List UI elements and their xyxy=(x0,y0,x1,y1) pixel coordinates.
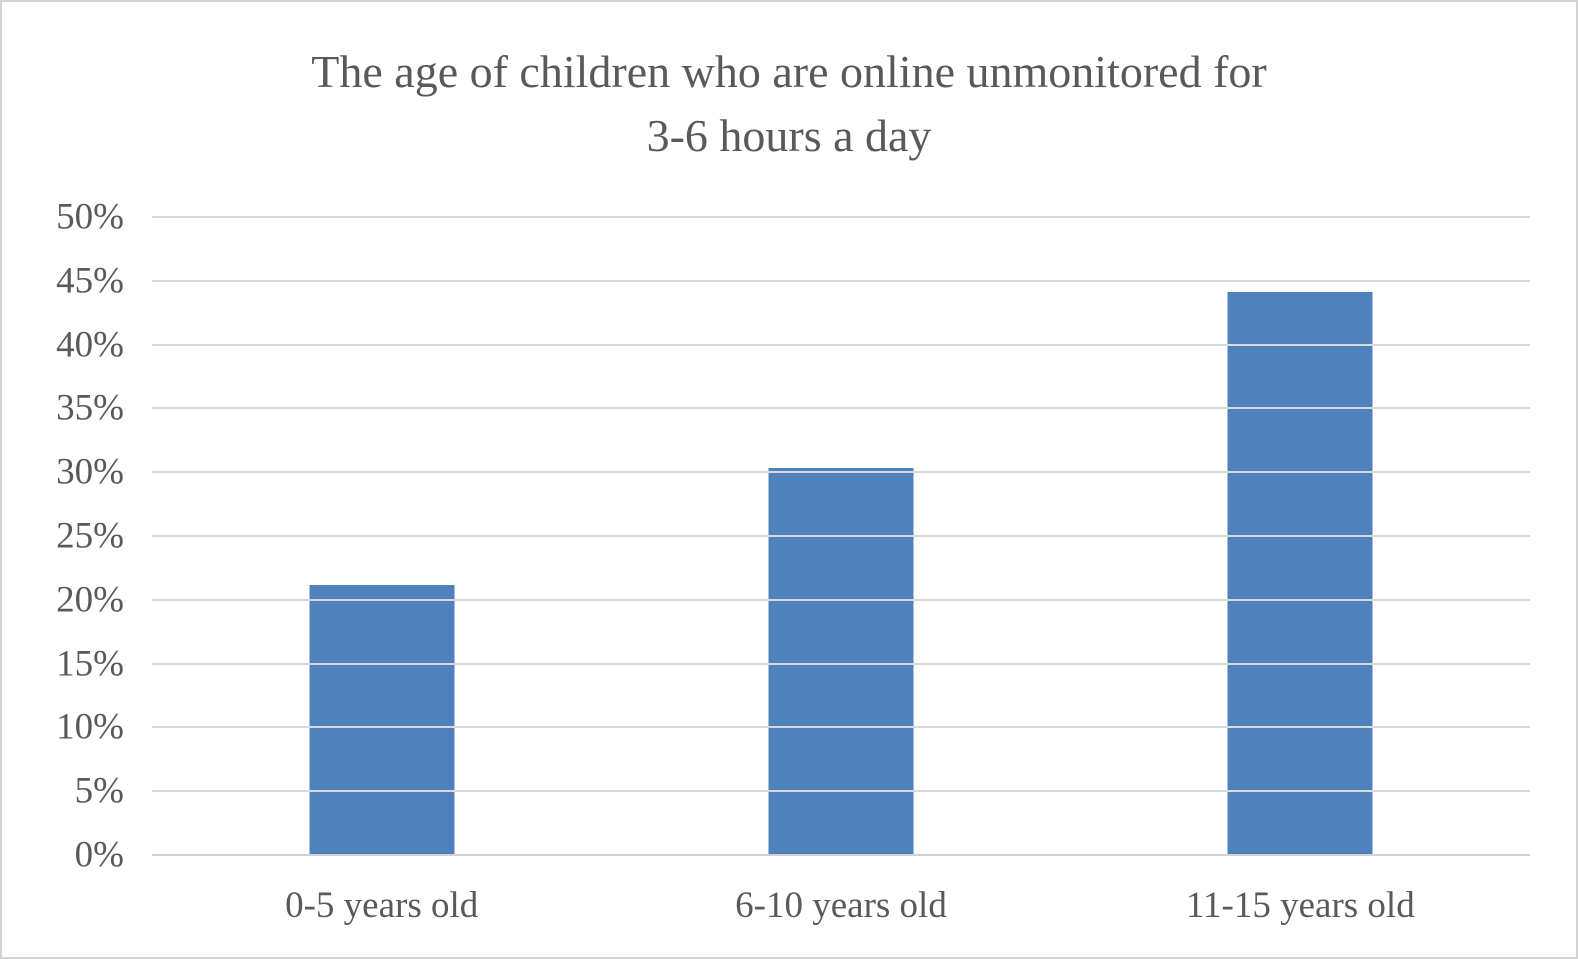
y-tick-label-30pct: 30% xyxy=(56,451,124,493)
chart-title: The age of children who are online unmon… xyxy=(2,40,1576,168)
y-tick-label-50pct: 50% xyxy=(56,196,124,238)
y-axis-labels: 0% 5% 10% 15% 20% 25% 30% 35% 40% 45% 50% xyxy=(2,199,124,874)
gridline-45pct xyxy=(152,279,1530,282)
gridline-20pct xyxy=(152,598,1530,601)
y-tick-label-45pct: 45% xyxy=(56,260,124,302)
y-tick-label-0pct: 0% xyxy=(74,834,124,876)
y-tick-label-5pct: 5% xyxy=(74,770,124,812)
bar-1 xyxy=(309,584,455,855)
chart-title-line-1: The age of children who are online unmon… xyxy=(311,46,1267,97)
y-tick-label-35pct: 35% xyxy=(56,387,124,429)
bar-3 xyxy=(1227,292,1373,855)
gridline-30pct xyxy=(152,471,1530,474)
y-tick-label-25pct: 25% xyxy=(56,515,124,557)
gridline-35pct xyxy=(152,407,1530,410)
chart-title-line-2: 3-6 hours a day xyxy=(646,110,932,161)
bar-cell-1 xyxy=(152,217,611,855)
x-axis-labels: 0-5 years old 6-10 years old 11-15 years o… xyxy=(152,884,1530,927)
gridline-25pct xyxy=(152,535,1530,537)
y-tick-label-20pct: 20% xyxy=(56,579,124,621)
y-tick-label-40pct: 40% xyxy=(56,324,124,366)
y-tick-label-15pct: 15% xyxy=(56,643,124,685)
gridline-40pct xyxy=(152,343,1530,346)
gridline-50pct xyxy=(152,216,1530,218)
gridline-10pct xyxy=(152,726,1530,729)
bar-series xyxy=(152,217,1530,855)
plot-area xyxy=(152,216,1530,856)
bar-cell-3 xyxy=(1071,217,1530,855)
x-tick-label-1: 0-5 years old xyxy=(285,885,479,926)
gridline-15pct xyxy=(152,662,1530,665)
x-tick-label-2: 6-10 years old xyxy=(735,885,947,926)
x-axis-line xyxy=(152,854,1530,856)
gridline-5pct xyxy=(152,790,1530,793)
x-tick-label-3: 11-15 years old xyxy=(1185,885,1415,926)
y-tick-label-10pct: 10% xyxy=(56,706,124,748)
